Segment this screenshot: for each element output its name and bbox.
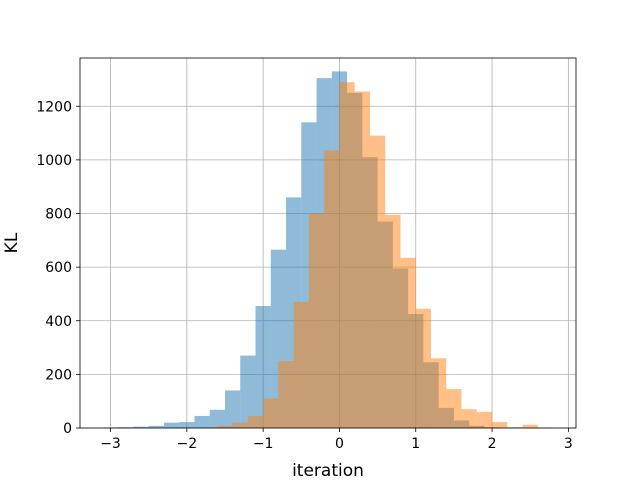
x-axis-label: iteration: [292, 461, 364, 480]
histogram-bar-series-2: [431, 358, 447, 428]
histogram-bar-series-2: [308, 213, 325, 428]
histogram-bar-series-2: [400, 257, 416, 428]
x-tick-label: 1: [411, 436, 420, 452]
histogram-bar-series-2: [385, 214, 401, 428]
histogram-bar-series-1: [118, 427, 134, 428]
histogram-bars: [102, 71, 554, 429]
plot-frame: [79, 57, 577, 429]
y-tick-label: 200: [45, 367, 72, 383]
histogram-bar-series-2: [446, 389, 462, 428]
histogram-bar-series-1: [163, 422, 180, 428]
histogram-bar-series-2: [476, 411, 493, 428]
y-tick-label: 600: [45, 260, 72, 276]
y-tick-label: 0: [63, 421, 72, 437]
histogram-bar-series-2: [263, 398, 279, 428]
histogram-bar-series-1: [209, 409, 225, 428]
histogram-bar-series-2: [522, 424, 538, 428]
histogram-bar-series-2: [369, 135, 386, 429]
histogram-bar-series-2: [492, 422, 508, 428]
histogram-bar-series-1: [194, 415, 210, 428]
x-tick-label: −2: [177, 436, 198, 452]
histogram-bar-series-2: [293, 301, 309, 428]
histogram-bar-series-2: [217, 425, 233, 428]
histogram-bar-series-2: [339, 82, 355, 428]
histogram-bar-series-2: [507, 427, 523, 428]
histogram-bar-series-1: [224, 390, 241, 428]
x-tick-label: −3: [100, 436, 121, 452]
histogram-bar-series-1: [240, 355, 256, 428]
histogram-bar-series-2: [232, 422, 248, 428]
axis-ticks: −3 −2 −1 0 1 2 3 0 200 400 600 800 1000 1200: [36, 99, 572, 452]
x-tick-label: 0: [335, 436, 344, 452]
x-tick-label: −1: [253, 436, 274, 452]
y-tick-label: 1000: [36, 153, 72, 169]
histogram-bar-series-2: [461, 409, 477, 428]
y-tick-label: 1200: [36, 99, 72, 115]
x-tick-label: 3: [564, 436, 573, 452]
histogram-bar-series-2: [247, 415, 264, 428]
histogram-bar-series-1: [255, 306, 271, 428]
histogram-bar-series-2: [278, 360, 294, 428]
histogram-bar-series-1: [148, 425, 164, 428]
histogram-bar-series-2: [324, 150, 340, 428]
histogram-bar-series-1: [179, 422, 195, 428]
y-axis-label: KL: [2, 232, 22, 253]
y-tick-label: 400: [45, 314, 72, 330]
histogram-bar-series-2: [354, 91, 370, 428]
histogram-bar-series-1: [133, 426, 149, 428]
y-tick-label: 800: [45, 207, 72, 223]
x-tick-label: 2: [488, 436, 497, 452]
histogram-bar-series-2: [415, 308, 432, 428]
